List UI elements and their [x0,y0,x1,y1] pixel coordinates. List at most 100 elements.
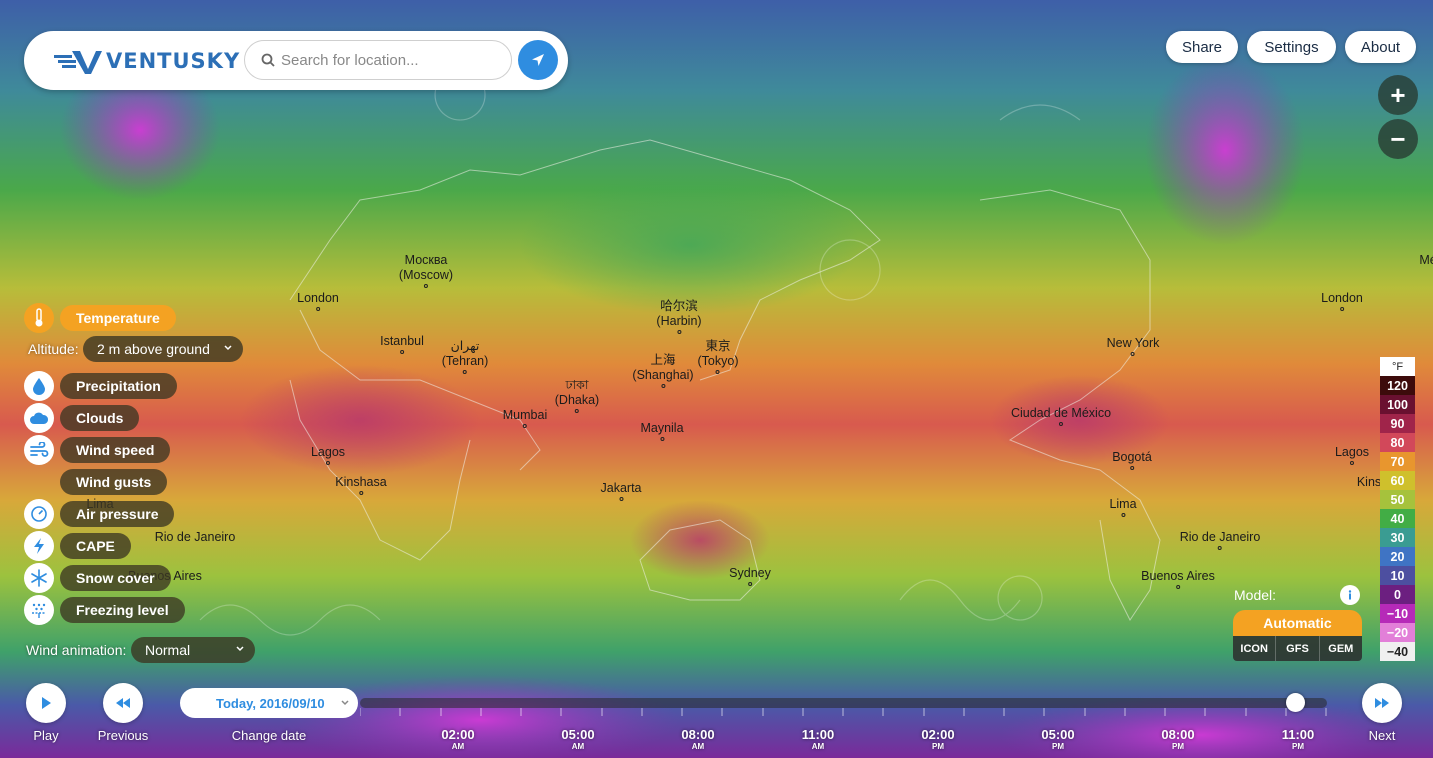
wind-gusts-layer-button[interactable]: Wind gusts [60,469,168,495]
city-label-kinshasa[interactable]: Kinshasa [335,475,387,495]
legend-unit[interactable]: °F [1380,357,1415,376]
city-label-moscow[interactable]: Москва (Moscow) [399,253,453,288]
timeline-time-label[interactable]: 05:00 AM [561,727,594,751]
city-label-bogota[interactable]: Bogotá [1112,450,1152,470]
time-value: 11:00 [801,727,835,742]
city-label-tehran[interactable]: تهران (Tehran) [442,339,488,374]
time-ampm: PM [932,742,944,751]
legend-entry[interactable]: 0 [1380,585,1415,604]
timeline-time-label[interactable]: 02:00 AM [441,727,474,751]
time-ampm: PM [1172,742,1184,751]
timeline-time-label[interactable]: 08:00 AM [681,727,714,751]
legend-entry[interactable]: 10 [1380,566,1415,585]
zoom-in-button[interactable]: + [1378,75,1418,115]
about-button[interactable]: About [1345,31,1416,63]
play-button[interactable] [26,683,66,723]
model-option-icon[interactable]: ICON [1233,636,1277,661]
cape-layer-button[interactable]: CAPE [60,533,131,559]
snow-cover-layer-icon[interactable] [24,563,54,593]
legend-entry[interactable]: −20 [1380,623,1415,642]
logo-wordmark: VENTUSKY [106,49,241,73]
timeline-time-label[interactable]: 11:00 PM [1282,727,1315,751]
city-label-ciudad-de-mexico[interactable]: Ciudad de México [1011,406,1111,426]
city-label-maynila[interactable]: Maynila [640,421,684,441]
air-pressure-layer-button[interactable]: Air pressure [60,501,175,527]
city-label-london[interactable]: London [297,291,339,311]
model-option-gem[interactable]: GEM [1328,642,1354,655]
precipitation-layer-button[interactable]: Precipitation [60,373,177,399]
city-label-jakarta[interactable]: Jakarta [601,481,642,501]
locate-button[interactable] [518,40,558,80]
city-label-kinshasa-east[interactable]: Kins [1356,475,1382,489]
time-value: 08:00 [1161,727,1195,742]
wind-animation-select[interactable]: Normal [131,637,255,663]
search-box[interactable] [244,40,512,80]
snow-cover-layer-button[interactable]: Snow cover [60,565,171,591]
wind-speed-layer-button[interactable]: Wind speed [60,437,171,463]
city-label-harbin[interactable]: 哈尔滨 (Harbin) [656,299,702,334]
city-label-lima-east[interactable]: Lima [1109,497,1137,517]
legend-entry[interactable]: 40 [1380,509,1415,528]
city-label-partial-east[interactable]: Mé [1419,253,1433,267]
freezing-level-layer-button[interactable]: Freezing level [60,597,185,623]
search-input[interactable] [281,51,491,69]
time-ampm: AM [571,742,585,751]
clouds-layer-button[interactable]: Clouds [60,405,140,431]
model-selector: Automatic ICON GFS GEM [1233,610,1362,661]
clouds-layer-icon[interactable] [24,403,54,433]
legend-entry[interactable]: 30 [1380,528,1415,547]
precipitation-layer-icon[interactable] [24,371,54,401]
city-label-dhaka[interactable]: ঢাকা (Dhaka) [555,378,599,413]
share-button[interactable]: Share [1166,31,1238,63]
city-label-lagos[interactable]: Lagos [311,445,345,465]
previous-button[interactable] [103,683,143,723]
date-select[interactable]: Today, 2016/09/10 [180,688,358,718]
city-label-new-york[interactable]: New York [1107,336,1159,356]
location-arrow-icon [532,54,544,66]
city-label-sydney[interactable]: Sydney [729,566,771,586]
legend-entry[interactable]: 80 [1380,433,1415,452]
info-icon[interactable] [1340,585,1360,605]
city-label-lagos-east[interactable]: Lagos [1335,445,1369,465]
air-pressure-layer-icon[interactable] [24,499,54,529]
freezing-level-icon [32,603,46,618]
legend-entry[interactable]: 60 [1380,471,1415,490]
legend-entry[interactable]: 90 [1380,414,1415,433]
legend-entry[interactable]: −40 [1380,642,1415,661]
next-button[interactable] [1362,683,1402,723]
model-option-gfs[interactable]: GFS [1276,636,1320,661]
city-label-mumbai[interactable]: Mumbai [503,408,547,428]
legend-entry[interactable]: 120 [1380,376,1415,395]
legend-entry[interactable]: 50 [1380,490,1415,509]
temperature-layer-button[interactable]: Temperature [60,305,176,331]
temperature-layer-icon[interactable] [24,303,54,333]
settings-button[interactable]: Settings [1247,31,1336,63]
timeline-time-label[interactable]: 08:00 PM [1161,727,1194,751]
city-label-rio-de-janeiro-east[interactable]: Rio de Janeiro [1180,530,1260,550]
city-label-istanbul[interactable]: Istanbul [380,334,424,354]
zoom-out-button[interactable]: − [1378,119,1418,159]
model-automatic-button[interactable]: Automatic [1233,610,1362,636]
play-icon [42,697,51,709]
city-label-london-east[interactable]: London [1321,291,1363,311]
city-label-shanghai[interactable]: 上海 (Shanghai) [632,353,694,388]
ventusky-logo[interactable]: VENTUSKY [54,46,240,76]
freezing-level-layer-icon[interactable] [24,595,54,625]
timeline-track[interactable] [360,698,1327,708]
altitude-select[interactable]: 2 m above ground [83,336,243,362]
time-value: 08:00 [681,727,715,742]
legend-entry[interactable]: 100 [1380,395,1415,414]
legend-entry[interactable]: 20 [1380,547,1415,566]
wind-speed-layer-icon[interactable] [24,435,54,465]
city-label-buenos-aires-east[interactable]: Buenos Aires [1141,569,1215,589]
city-label-tokyo[interactable]: 東京 (Tokyo) [698,339,738,374]
city-label-rio-de-janeiro[interactable]: Rio de Janeiro [154,530,236,544]
timeline-thumb[interactable] [1286,693,1305,712]
timeline-time-label[interactable]: 02:00 PM [921,727,954,751]
cape-layer-icon[interactable] [24,531,54,561]
timeline-time-label[interactable]: 05:00 PM [1041,727,1074,751]
timeline-time-label[interactable]: 11:00 AM [802,727,835,751]
legend-entry[interactable]: 70 [1380,452,1415,471]
legend-entry[interactable]: −10 [1380,604,1415,623]
